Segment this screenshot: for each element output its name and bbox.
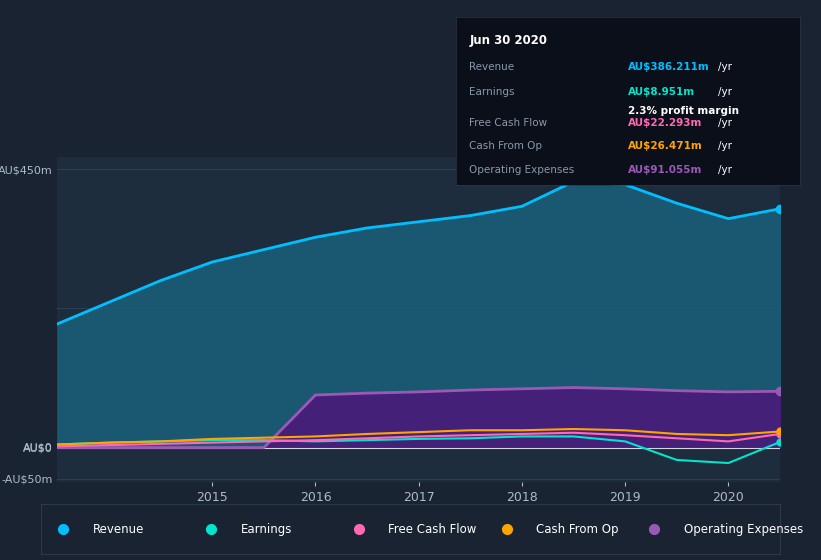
Text: AU$8.951m: AU$8.951m bbox=[628, 87, 695, 97]
Text: Cash From Op: Cash From Op bbox=[470, 141, 543, 151]
Text: 2.3% profit margin: 2.3% profit margin bbox=[628, 106, 739, 116]
Text: Earnings: Earnings bbox=[470, 87, 515, 97]
Text: Operating Expenses: Operating Expenses bbox=[470, 165, 575, 175]
Text: /yr: /yr bbox=[718, 141, 732, 151]
Text: /yr: /yr bbox=[718, 118, 732, 128]
Text: Free Cash Flow: Free Cash Flow bbox=[388, 522, 477, 536]
Text: Jun 30 2020: Jun 30 2020 bbox=[470, 34, 548, 46]
Text: Cash From Op: Cash From Op bbox=[536, 522, 618, 536]
Text: Earnings: Earnings bbox=[241, 522, 292, 536]
Text: AU$386.211m: AU$386.211m bbox=[628, 62, 710, 72]
Text: Revenue: Revenue bbox=[470, 62, 515, 72]
Text: AU$22.293m: AU$22.293m bbox=[628, 118, 703, 128]
Text: AU$0: AU$0 bbox=[22, 442, 53, 452]
Text: Operating Expenses: Operating Expenses bbox=[684, 522, 803, 536]
Text: AU$91.055m: AU$91.055m bbox=[628, 165, 703, 175]
Text: /yr: /yr bbox=[718, 87, 732, 97]
Text: /yr: /yr bbox=[718, 165, 732, 175]
Text: /yr: /yr bbox=[718, 62, 732, 72]
Text: AU$26.471m: AU$26.471m bbox=[628, 141, 703, 151]
Text: Revenue: Revenue bbox=[93, 522, 144, 536]
Text: Free Cash Flow: Free Cash Flow bbox=[470, 118, 548, 128]
